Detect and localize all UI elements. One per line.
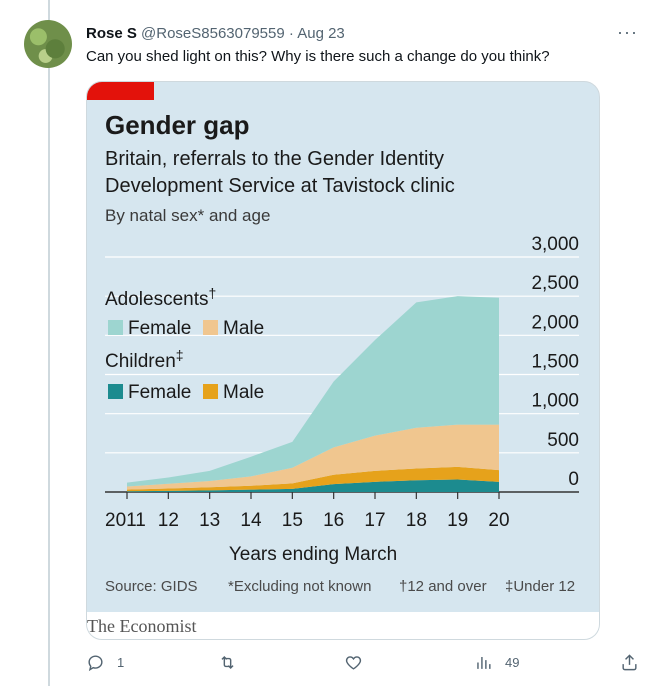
area-children-female <box>127 479 499 492</box>
views-chart-icon <box>477 656 491 669</box>
retweet-icon <box>221 655 234 669</box>
legend-adolescent-male-label: Male <box>223 318 264 339</box>
gridlines <box>105 256 579 493</box>
y-tick-label: 1,000 <box>531 391 579 412</box>
legend-children-male-label: Male <box>223 382 264 403</box>
footnote-children: ‡Under 12 <box>505 578 575 595</box>
legend-swatch-adolescent-male <box>203 320 218 335</box>
reply-count: 1 <box>117 654 125 670</box>
legend-adolescents-heading: Adolescents† <box>105 285 216 310</box>
y-tick-labels: 0 500 1,000 1,500 2,000 2,500 3,000 <box>531 234 579 490</box>
footnote-adolescents: †12 and over <box>399 578 487 595</box>
legend-swatch-adolescent-female <box>108 320 123 335</box>
y-tick-label: 0 <box>568 469 579 490</box>
views-button[interactable]: 49 <box>474 650 519 674</box>
legend-adolescent-female-label: Female <box>128 318 191 339</box>
x-tick-label: 2011 <box>105 510 146 531</box>
area-children-male <box>127 466 499 492</box>
brand-tag <box>87 82 154 100</box>
share-button[interactable] <box>620 650 639 674</box>
area-adolescents-male <box>127 424 499 490</box>
like-button[interactable] <box>344 650 375 674</box>
x-tick-labels: 2011 12 13 14 15 16 17 18 19 20 <box>105 492 510 531</box>
reply-icon <box>88 654 103 671</box>
legend-swatch-children-female <box>108 384 123 399</box>
legend-adolescents-label: Adolescents <box>105 289 209 310</box>
x-tick-label: 12 <box>158 510 179 531</box>
legend-children-label: Children <box>105 351 176 372</box>
source-note: Source: GIDS <box>105 578 198 595</box>
legend-children-heading: Children‡ <box>105 347 184 372</box>
area-adolescents-female <box>127 296 499 487</box>
x-tick-label: 14 <box>240 510 262 531</box>
user-handle[interactable]: @RoseS8563079559 <box>141 25 285 42</box>
more-options-icon[interactable]: ··· <box>617 22 638 42</box>
x-tick-label: 19 <box>447 510 468 531</box>
tweet-image[interactable]: Gender gap Britain, referrals to the Gen… <box>86 81 600 640</box>
publisher-strip <box>87 612 599 639</box>
legend: Adolescents† Female Male Children‡ Femal… <box>105 285 264 403</box>
chart-subtitle-line1: Britain, referrals to the Gender Identit… <box>105 148 444 170</box>
tweet-header: Rose S @RoseS8563079559 · Aug 23 <box>86 24 638 44</box>
tweet-actions: 1 49 <box>86 650 642 676</box>
legend-children-female-label: Female <box>128 382 191 403</box>
x-tick-label: 13 <box>199 510 220 531</box>
y-tick-label: 3,000 <box>531 234 579 255</box>
x-tick-label: 16 <box>323 510 344 531</box>
chart-title: Gender gap <box>105 110 249 140</box>
tweet-date[interactable]: Aug 23 <box>297 25 345 42</box>
avatar[interactable] <box>24 20 72 68</box>
x-tick-label: 17 <box>364 510 385 531</box>
reply-button[interactable]: 1 <box>86 650 124 674</box>
thread-line <box>48 0 50 686</box>
y-tick-label: 2,000 <box>531 312 579 333</box>
footnote-excluding: *Excluding not known <box>228 578 371 595</box>
views-count: 49 <box>505 654 520 670</box>
chart-subtitle-line3: By natal sex* and age <box>105 206 270 225</box>
separator-dot: · <box>288 25 294 42</box>
chart: Gender gap Britain, referrals to the Gen… <box>87 82 579 595</box>
y-tick-label: 2,500 <box>531 273 579 294</box>
tweet-text: Can you shed light on this? Why is there… <box>86 48 550 65</box>
legend-children-mark: ‡ <box>176 347 184 363</box>
heart-icon <box>345 655 362 670</box>
share-icon <box>622 653 637 670</box>
area-series <box>127 296 499 492</box>
x-tick-label: 20 <box>488 510 509 531</box>
x-tick-label: 15 <box>282 510 303 531</box>
legend-swatch-children-male <box>203 384 218 399</box>
publisher-logo: The Economist <box>87 616 197 636</box>
y-tick-label: 500 <box>547 430 579 451</box>
x-tick-label: 18 <box>406 510 427 531</box>
retweet-button[interactable] <box>218 650 249 674</box>
x-axis-label: Years ending March <box>229 544 397 565</box>
y-tick-label: 1,500 <box>531 352 579 373</box>
display-name[interactable]: Rose S <box>86 25 137 42</box>
chart-subtitle-line2: Development Service at Tavistock clinic <box>105 175 455 197</box>
legend-adolescents-mark: † <box>209 285 217 301</box>
